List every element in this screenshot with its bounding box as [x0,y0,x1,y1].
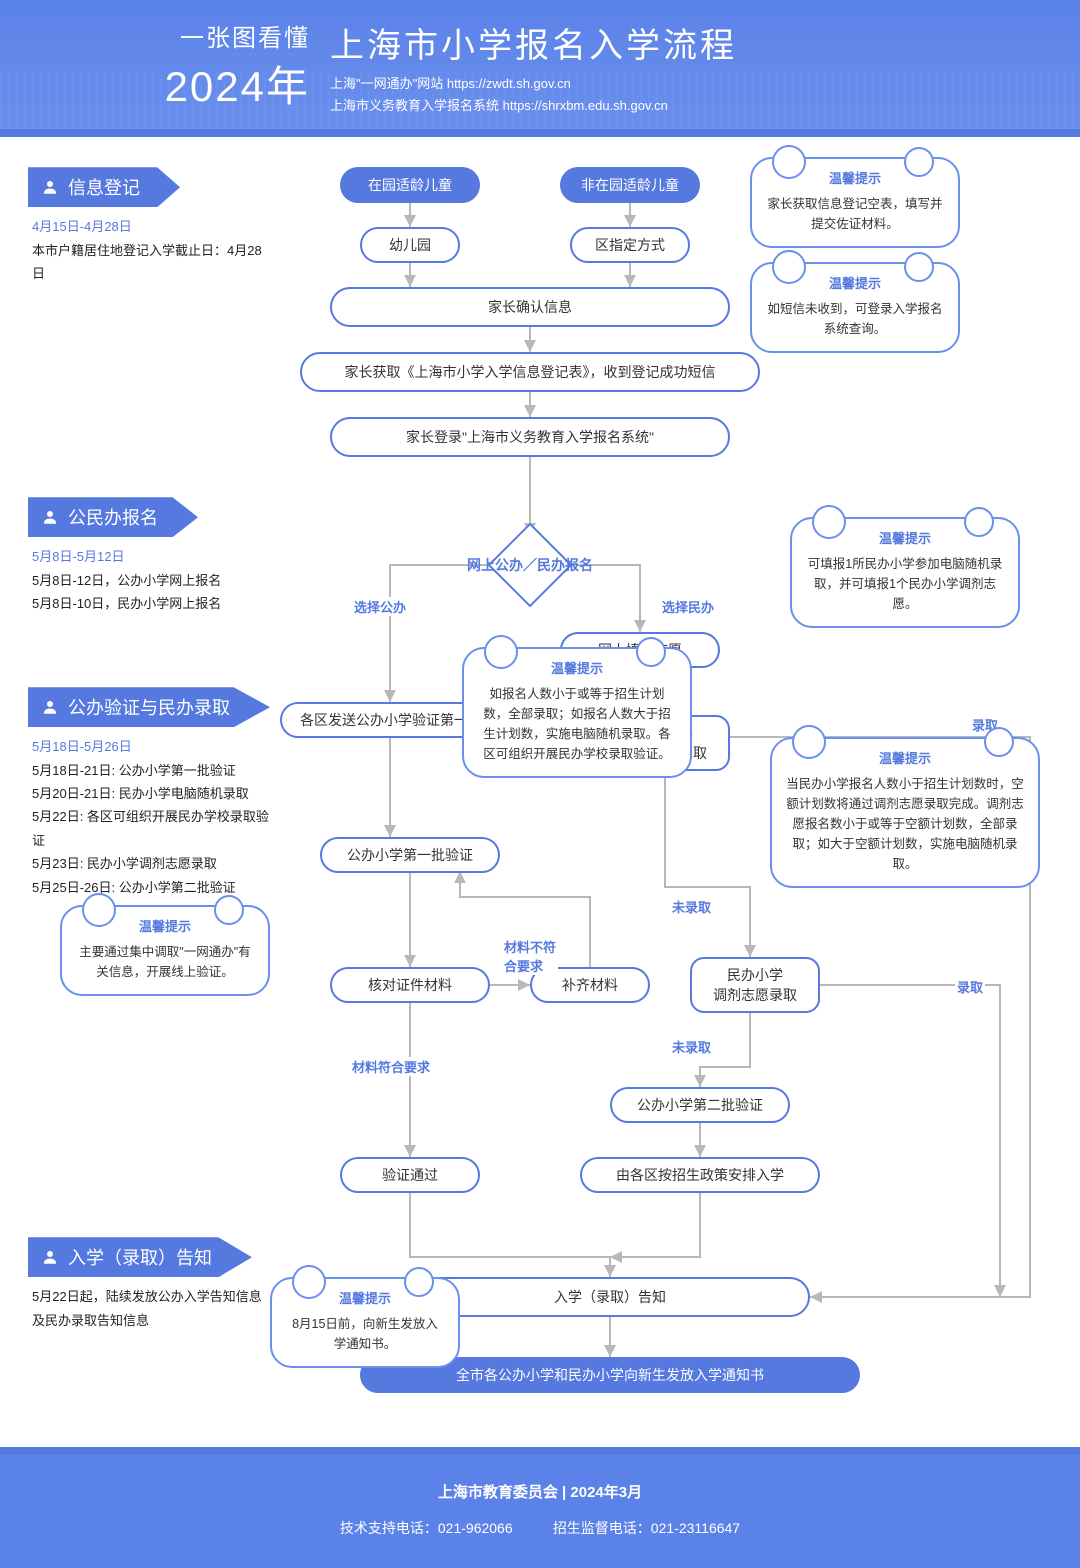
tip-cloud: 温馨提示如短信未收到，可登录入学报名系统查询。 [750,262,960,353]
footer: 上海市教育委员会 | 2024年3月 技术支持电话：021-962066 招生监… [0,1455,1080,1568]
person-icon [40,177,60,197]
section-title: 信息登记 [68,174,180,200]
decision-node: 网上公办／民办报名 [500,535,560,595]
tip-body: 8月15日前，向新生发放入学通知书。 [286,1314,444,1354]
edge-label: 材料符合要求 [350,1057,432,1076]
flow-node: 由各区按招生政策安排入学 [580,1157,820,1193]
header-subtitle: 一张图看懂 [30,18,310,53]
section-tag: 公办验证与民办录取 [28,687,270,727]
tip-body: 可填报1所民办小学参加电脑随机录取，并可填报1个民办小学调剂志愿。 [806,554,1004,614]
date-range: 5月8日-5月12日 [32,545,272,568]
tip-cloud: 温馨提示主要通过集中调取"一网通办"有关信息，开展线上验证。 [60,905,270,996]
tip-title: 温馨提示 [76,917,254,938]
header: 一张图看懂 2024年 上海市小学报名入学流程 上海"一网通办"网站 https… [0,0,1080,129]
tip-cloud: 温馨提示 8月15日前，向新生发放入学通知书。 [270,1277,460,1368]
person-icon [40,697,60,717]
flow-node: 幼儿园 [360,227,460,263]
section-tag: 入学（录取）告知 [28,1237,252,1277]
side-info: 5月18日-5月26日5月18日-21日: 公办小学第一批验证5月20日-21日… [32,735,272,899]
section-title: 公办验证与民办录取 [68,694,270,720]
tip-title: 温馨提示 [766,274,944,295]
flow-node: 在园适龄儿童 [340,167,480,203]
side-body: 5月8日-12日，公办小学网上报名5月8日-10日，民办小学网上报名 [32,569,272,616]
flow-node: 非在园适龄儿童 [560,167,700,203]
edge-label: 材料不符合要求 [502,937,558,975]
side-info: 5月22日起，陆续发放公办入学告知信息及民办录取告知信息 [32,1285,272,1332]
person-icon [40,1247,60,1267]
footer-supv: 招生监督电话：021-23116647 [553,1520,740,1536]
header-year: 2024年 [30,53,310,114]
flow-node: 验证通过 [340,1157,480,1193]
tip-title: 温馨提示 [766,169,944,190]
header-link-2: 上海市义务教育入学报名系统 https://shrxbm.edu.sh.gov.… [330,95,737,117]
section-tag: 信息登记 [28,167,180,207]
tip-body: 当民办小学报名人数小于招生计划数时，空额计划数将通过调剂志愿录取完成。调剂志愿报… [786,774,1024,874]
edge-label: 选择公办 [352,597,408,616]
footer-tech: 技术支持电话：021-962066 [340,1520,513,1536]
section-tag: 公民办报名 [28,497,198,537]
edge-label: 未录取 [670,897,713,916]
tip-title: 温馨提示 [286,1289,444,1310]
tip-body: 如短信未收到，可登录入学报名系统查询。 [766,299,944,339]
edge-label: 选择民办 [660,597,716,616]
tip-title: 温馨提示 [478,659,676,680]
section-title: 公民办报名 [68,504,198,530]
edge-label: 录取 [955,977,985,996]
flow-node: 民办小学调剂志愿录取 [690,957,820,1013]
header-link-1: 上海"一网通办"网站 https://zwdt.sh.gov.cn [330,73,737,95]
date-range: 5月18日-5月26日 [32,735,272,758]
flow-node: 家长获取《上海市小学入学信息登记表》，收到登记成功短信 [300,352,760,392]
blue-bar-bottom [0,1447,1080,1455]
side-info: 4月15日-4月28日本市户籍居住地登记入学截止日：4月28日 [32,215,272,285]
flow-node: 家长登录"上海市义务教育入学报名系统" [330,417,730,457]
tip-body: 主要通过集中调取"一网通办"有关信息，开展线上验证。 [76,942,254,982]
flow-node: 公办小学第二批验证 [610,1087,790,1123]
side-body: 本市户籍居住地登记入学截止日：4月28日 [32,239,272,286]
tip-cloud: 温馨提示家长获取信息登记空表，填写并提交佐证材料。 [750,157,960,248]
header-title: 上海市小学报名入学流程 [330,18,737,67]
flow-node: 核对证件材料 [330,967,490,1003]
flow-node: 区指定方式 [570,227,690,263]
flowchart-canvas: 信息登记 公民办报名 公办验证与民办录取 入学（录取）告知 4月15日-4月28日… [0,157,1080,1417]
side-info: 5月8日-5月12日5月8日-12日，公办小学网上报名5月8日-10日，民办小学… [32,545,272,615]
tip-body: 如报名人数小于或等于招生计划数，全部录取；如报名人数大于招生计划数，实施电脑随机… [478,684,676,764]
tip-body: 家长获取信息登记空表，填写并提交佐证材料。 [766,194,944,234]
edge-label: 未录取 [670,1037,713,1056]
tip-title: 温馨提示 [806,529,1004,550]
tip-cloud: 温馨提示如报名人数小于或等于招生计划数，全部录取；如报名人数大于招生计划数，实施… [462,647,692,778]
side-body: 5月22日起，陆续发放公办入学告知信息及民办录取告知信息 [32,1285,272,1332]
blue-bar [0,129,1080,137]
footer-org: 上海市教育委员会 | 2024年3月 [0,1481,1080,1502]
section-title: 入学（录取）告知 [68,1244,252,1270]
flow-node: 入学（录取）告知 [410,1277,810,1317]
tip-cloud: 温馨提示当民办小学报名人数小于招生计划数时，空额计划数将通过调剂志愿录取完成。调… [770,737,1040,888]
tip-cloud: 温馨提示可填报1所民办小学参加电脑随机录取，并可填报1个民办小学调剂志愿。 [790,517,1020,628]
flow-node: 公办小学第一批验证 [320,837,500,873]
side-body: 5月18日-21日: 公办小学第一批验证5月20日-21日: 民办小学电脑随机录… [32,759,272,899]
person-icon [40,507,60,527]
flow-node: 家长确认信息 [330,287,730,327]
date-range: 4月15日-4月28日 [32,215,272,238]
tip-title: 温馨提示 [786,749,1024,770]
